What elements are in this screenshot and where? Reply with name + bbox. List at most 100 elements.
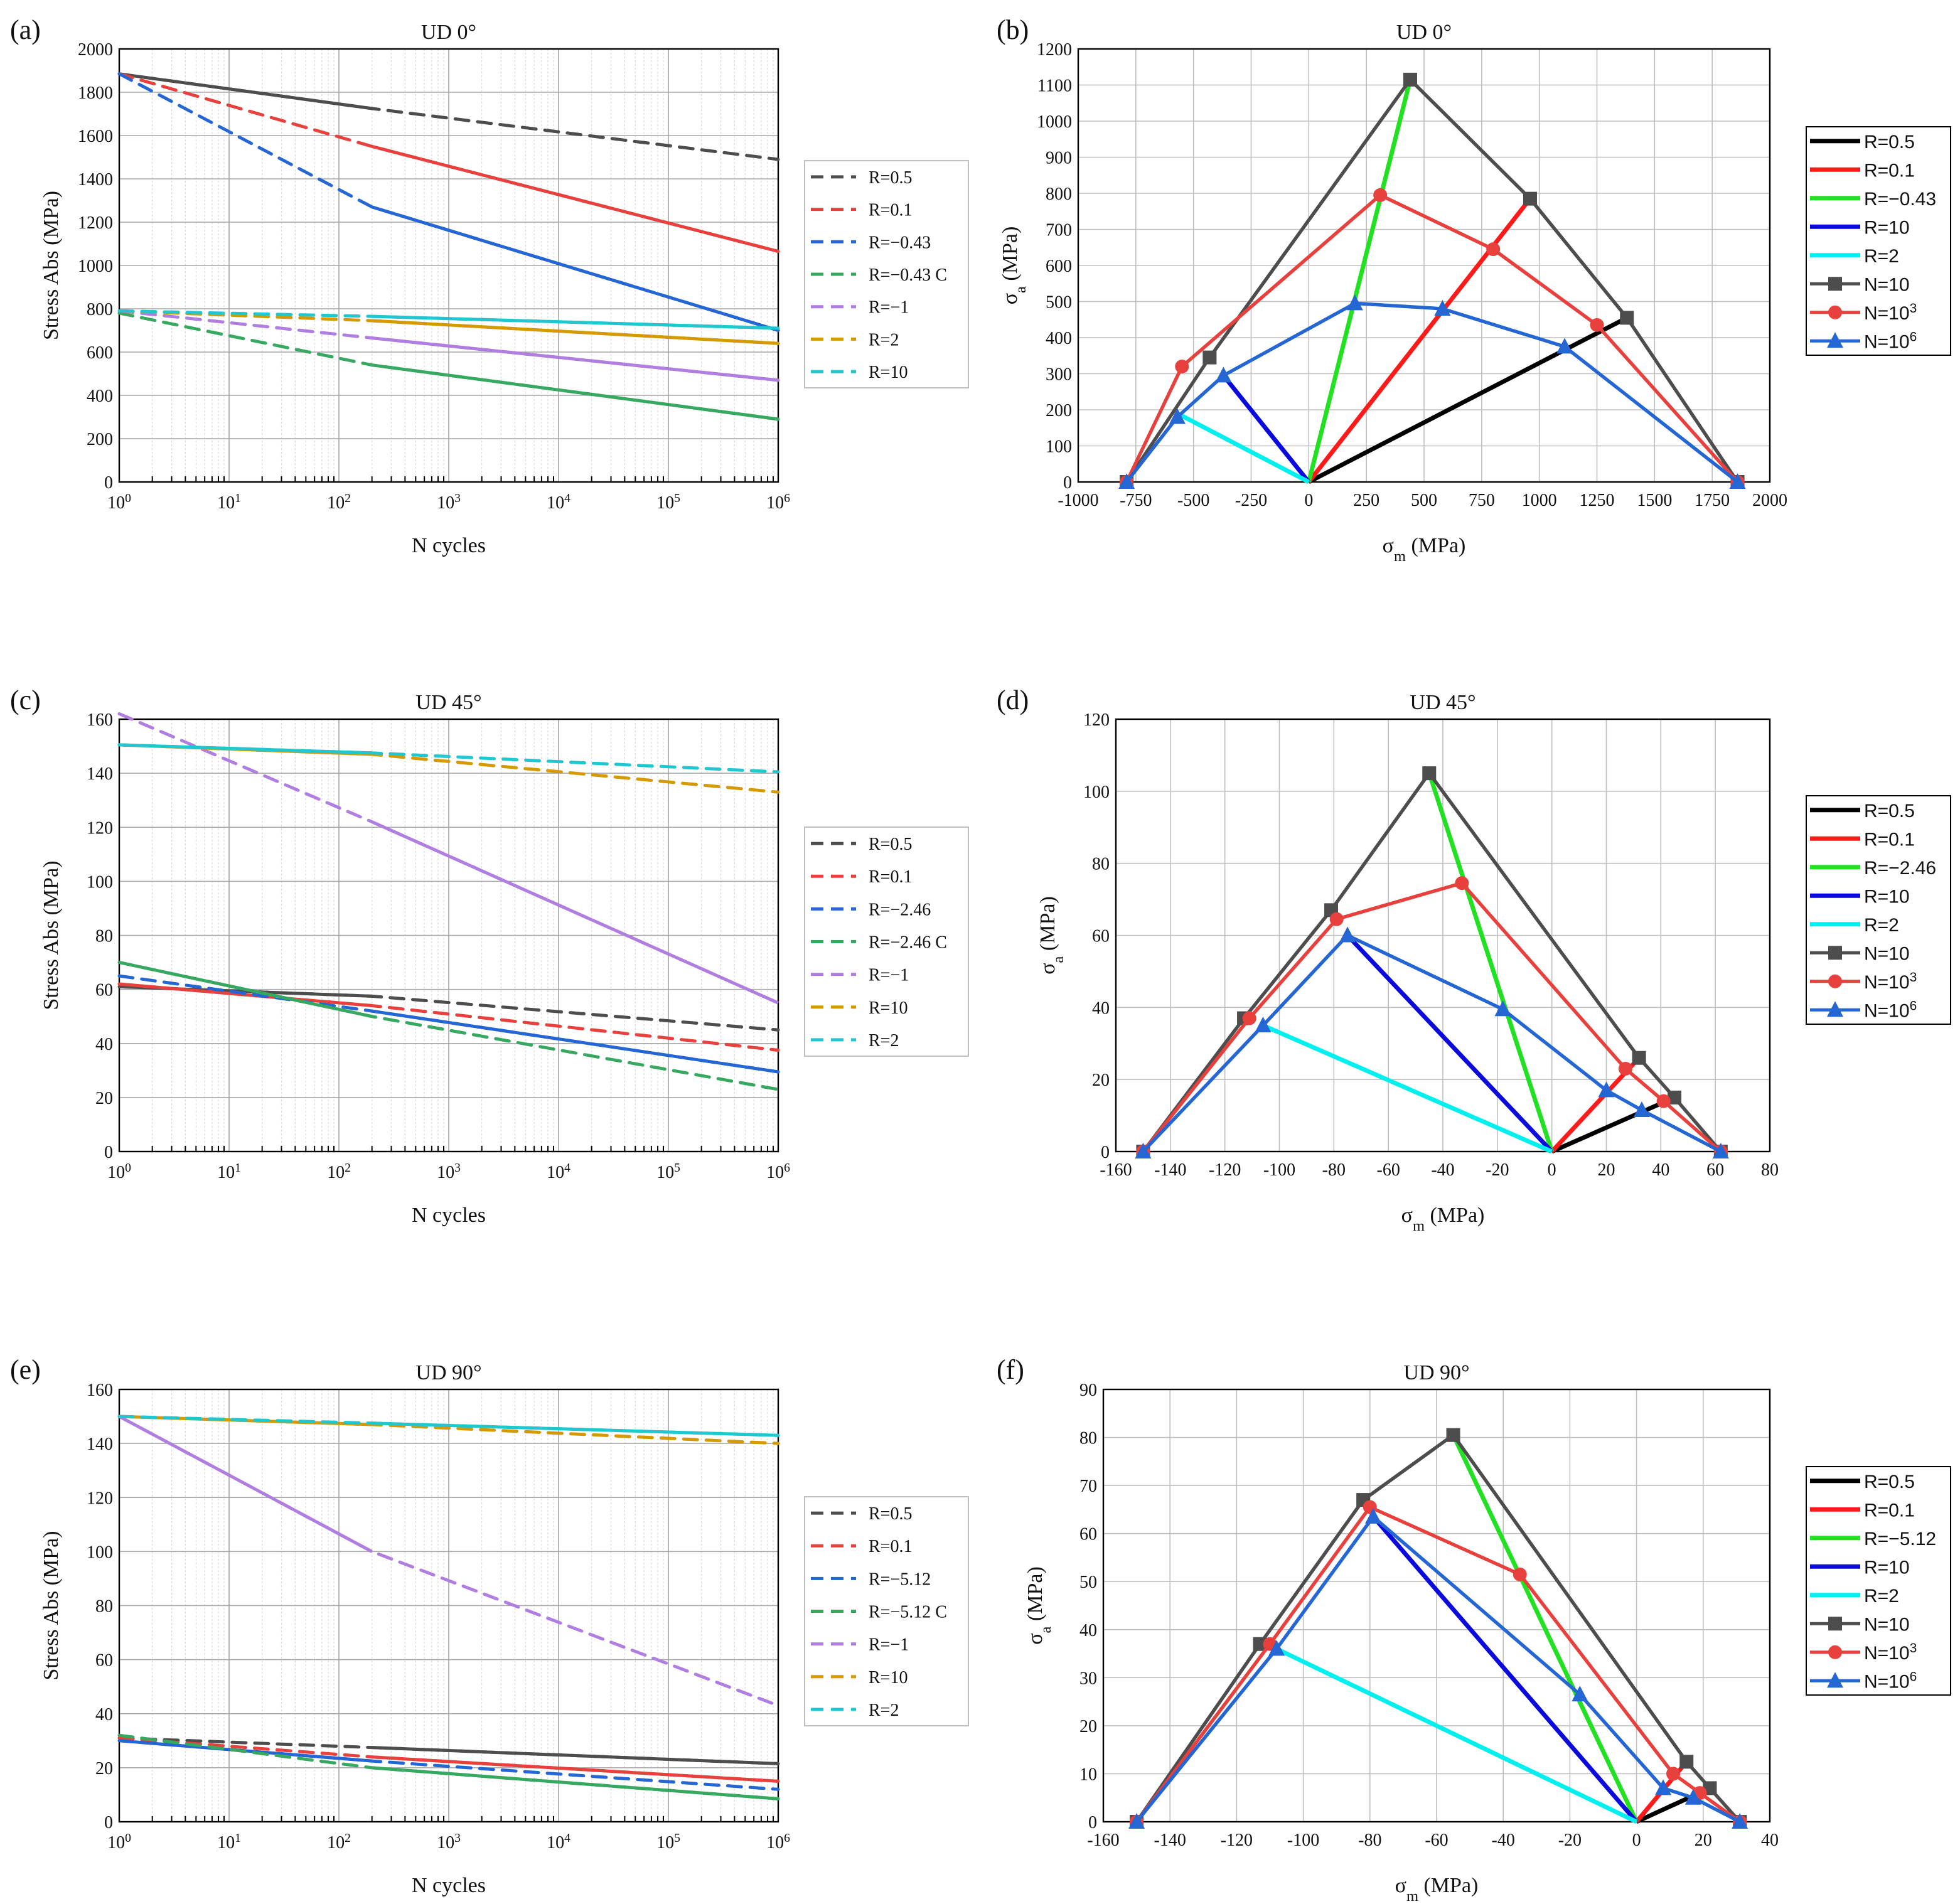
y-tick-label: 1400 [78,170,113,190]
chart-title: UD 90° [415,1361,481,1384]
triangle-marker [1494,1000,1511,1017]
y-tick-label: 80 [1092,855,1110,874]
triangle-marker [1169,408,1186,424]
x-tick-label: -80 [1358,1831,1381,1850]
series-group [1128,1428,1748,1829]
legend-label: R=0.5 [869,835,912,854]
x-tick-label: 102 [327,1832,351,1853]
series-line-solid [372,363,779,421]
legend-label: R=0.1 [1864,1500,1915,1521]
y-tick-label: 1000 [1037,112,1072,132]
x-tick-label: 105 [656,1832,680,1853]
y-tick-label: 120 [87,818,113,838]
x-tick-label: 0 [1632,1831,1641,1850]
x-tick-label: 105 [656,492,680,513]
plot-frame [118,718,779,1153]
chart-panel-3: (c) UD 45° 0 20 40 60 80 100 120 140 160 100 101 102 1… [10,685,969,1227]
x-tick-label: 250 [1353,491,1379,510]
x-tick-label: 40 [1652,1160,1669,1180]
series-line [1307,316,1628,484]
legend-label: R=10 [869,363,908,382]
x-tick-label: 106 [766,1162,790,1183]
y-tick-label: 600 [87,343,113,363]
y-axis-label: σa (MPa) [999,227,1029,305]
grid [119,719,778,1152]
legend-label: R=2 [869,1701,899,1720]
y-tick-label: 0 [104,473,113,493]
triangle-marker [1732,1813,1748,1829]
chart-title: UD 90° [1403,1361,1469,1384]
legend-label: R=−2.46 [869,900,931,919]
x-axis-label: N cycles [412,534,486,557]
legend-label: R=0.1 [1864,160,1915,181]
x-tick-label: -500 [1177,491,1209,510]
x-tick-label: 750 [1469,491,1495,510]
circle-marker [1828,305,1842,319]
legend-label: R=0.5 [869,168,912,188]
square-marker [1422,766,1437,781]
y-tick-label: 60 [95,1651,113,1671]
legend-label: R=−0.43 C [869,265,947,285]
square-marker [1523,191,1537,206]
y-tick-label: 200 [1046,401,1072,420]
x-tick-label: 40 [1761,1831,1779,1850]
triangle-marker [1339,926,1356,943]
series-line-solid [119,982,372,1007]
triangle-marker [1572,1686,1588,1702]
triangle-marker [1712,1143,1729,1158]
triangle-marker [1365,1507,1382,1524]
legend-label: R=0.1 [869,201,912,220]
y-axis-label: Stress Abs (MPa) [40,860,63,1010]
series-line [1427,773,1555,1153]
y-tick-label: 1100 [1037,77,1072,96]
chart-panel-4: (d) UD 45° 0 20 40 60 80 100 120 -160 -140 -120 -100… [997,685,1951,1234]
grid [1103,1389,1770,1822]
panel-label: (b) [997,14,1029,45]
panel-label: (a) [10,14,41,45]
y-tick-label: 40 [1079,1621,1097,1640]
x-tick-label: 103 [437,492,461,513]
legend-label: R=0.1 [869,867,912,887]
y-tick-label: 100 [1083,783,1110,802]
y-tick-label: 0 [104,1143,113,1162]
triangle-marker [1633,1101,1650,1117]
y-tick-label: 140 [87,1435,113,1454]
x-tick-label: -1000 [1058,491,1098,510]
y-tick-label: 40 [95,1705,113,1725]
y-tick-label: 20 [1079,1717,1097,1736]
legend: R=0.5 R=0.1 R=−0.43 R=10 R=2 N=10 N=103 N=106 [1806,126,1951,356]
x-tick-label: -120 [1209,1160,1241,1180]
x-axis-label: σm (MPa) [1395,1874,1479,1904]
y-tick-label: 120 [1083,710,1110,730]
square-marker [1828,1617,1842,1631]
y-tick-label: 0 [104,1813,113,1832]
series-line-solid [372,336,779,382]
y-tick-label: 400 [1046,329,1072,348]
legend-label: R=10 [869,998,908,1018]
y-tick-label: 1600 [78,127,113,146]
x-tick-label: 105 [656,1162,680,1183]
series-line-solid [372,1009,779,1074]
legend-label: R=−1 [869,1635,909,1655]
y-tick-label: 80 [1079,1429,1097,1448]
x-tick-label: -120 [1221,1831,1253,1850]
y-tick-label: 0 [1101,1143,1110,1162]
square-marker [1620,311,1634,325]
y-tick-label: 60 [95,981,113,1000]
x-tick-label: 104 [547,1832,570,1853]
legend-label: N=10 [1864,274,1910,295]
y-tick-label: 700 [1046,221,1072,240]
y-tick-label: 140 [87,764,113,784]
series-line-solid [371,820,779,1005]
series-group [117,712,780,1091]
series-line-solid [372,1755,779,1783]
y-tick-label: 160 [87,1381,113,1400]
circle-marker [1242,1011,1256,1025]
series-group [117,72,780,421]
y-tick-label: 2000 [78,40,113,60]
y-tick-label: 10 [1079,1765,1097,1784]
x-axis-label: σm (MPa) [1383,534,1466,565]
legend-label: R=0.5 [1864,801,1915,821]
triangle-marker [1346,294,1363,311]
